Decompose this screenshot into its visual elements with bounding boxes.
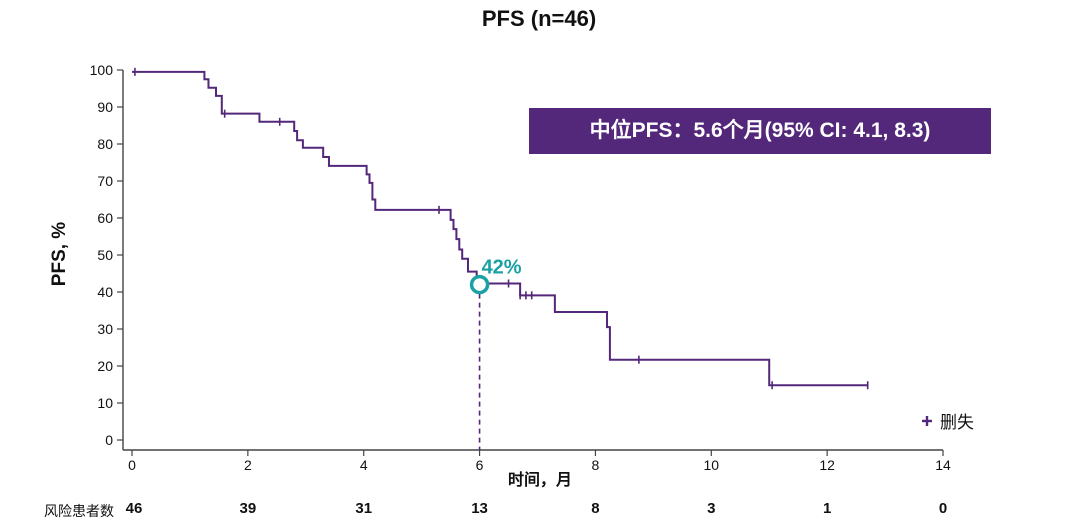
y-tick-label: 80: [97, 136, 113, 152]
risk-table-value: 1: [822, 500, 832, 517]
legend: 删失: [920, 408, 974, 433]
y-tick-label: 40: [97, 284, 113, 300]
y-tick-label: 90: [97, 99, 113, 115]
risk-table-value: 39: [239, 500, 257, 517]
censor-marks: [134, 67, 869, 390]
risk-table-value: 0: [938, 500, 948, 517]
chart-title: PFS (n=46): [481, 6, 597, 31]
y-axis-ticks: 0 10 20 30 40 50 60 70 80 90 100: [90, 62, 123, 448]
risk-table-value: 3: [707, 500, 716, 517]
plus-marker-icon: [922, 415, 932, 426]
y-tick-label: 0: [105, 432, 113, 448]
risk-table-value: 8: [591, 500, 600, 517]
risk-table-value: 13: [471, 500, 488, 517]
x-axis-ticks: 0 2 4 6 8 10 12 14: [128, 450, 951, 473]
x-axis-label: 时间，月: [507, 472, 573, 489]
x-tick-label: 8: [592, 457, 600, 473]
x-tick-label: 4: [360, 457, 368, 473]
annotation-label: 42%: [482, 257, 522, 279]
risk-table-value: 46: [125, 500, 143, 517]
x-tick-label: 12: [819, 457, 835, 473]
y-tick-label: 20: [97, 358, 113, 374]
y-axis-label: PFS, %: [49, 221, 70, 287]
x-tick-label: 14: [935, 457, 951, 473]
y-tick-label: 60: [97, 210, 113, 226]
x-tick-label: 6: [476, 457, 484, 473]
x-tick-label: 0: [128, 457, 136, 473]
x-tick-label: 10: [703, 457, 719, 473]
y-tick-label: 30: [97, 321, 113, 337]
x-tick-label: 2: [244, 457, 252, 473]
annotation-circle: [469, 274, 490, 295]
y-tick-label: 10: [97, 395, 113, 411]
y-tick-label: 70: [97, 173, 113, 189]
y-tick-label: 50: [97, 247, 113, 263]
median-pfs-box: 中位PFS：5.6个月(95% CI: 4.1, 8.3): [529, 108, 991, 154]
risk-table-value: 31: [355, 500, 373, 517]
legend-label: 删失: [940, 413, 974, 432]
risk-table-label: 风险患者数: [44, 503, 114, 519]
y-tick-label: 100: [90, 62, 114, 78]
pfs-survival-curve: [132, 70, 868, 387]
